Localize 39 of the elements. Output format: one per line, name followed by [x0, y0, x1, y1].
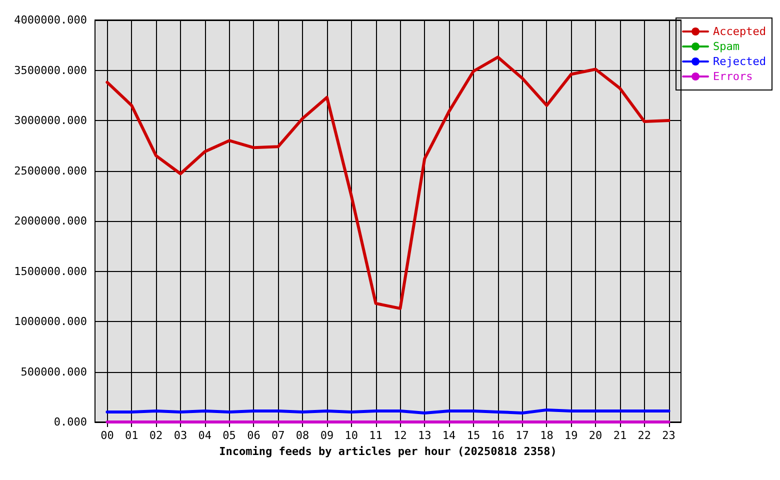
- x-tick-label: 03: [174, 429, 188, 442]
- x-tick-label: 16: [491, 429, 504, 442]
- x-tick-label: 20: [588, 429, 602, 442]
- legend-label: Accepted: [713, 25, 766, 38]
- x-tick-label: 02: [149, 429, 163, 442]
- x-axis-title: Incoming feeds by articles per hour (20250818 2358): [219, 445, 557, 458]
- x-tick-label: 06: [247, 429, 260, 442]
- x-tick-label: 07: [272, 429, 285, 442]
- y-tick-label: 500000.000: [20, 365, 87, 378]
- line-series: [106, 56, 670, 310]
- x-tick-label: 17: [516, 429, 529, 442]
- y-tick-label: 4000000.000: [14, 14, 87, 26]
- x-tick-label: 00: [100, 429, 114, 442]
- x-tick-label: 04: [198, 429, 212, 442]
- y-tick-label: 1500000.000: [14, 264, 87, 278]
- y-tick-label: 2000000.000: [14, 214, 87, 228]
- x-tick-label: 15: [466, 429, 480, 442]
- x-tick-label: 05: [222, 429, 236, 442]
- x-tick-label: 21: [613, 429, 627, 442]
- legend-label: Spam: [713, 40, 740, 53]
- x-tick-label: 01: [125, 429, 138, 442]
- x-tick-label: 23: [662, 429, 676, 442]
- x-tick-label: 13: [418, 429, 432, 442]
- y-tick-label: 1000000.000: [14, 315, 87, 328]
- y-tick-label: 3500000.000: [14, 64, 87, 77]
- y-tick-label: 0.000: [54, 416, 87, 428]
- x-tick-label: 14: [442, 429, 456, 442]
- x-tick-label: 12: [394, 429, 407, 442]
- legend-label: Errors: [713, 70, 753, 83]
- x-tick-label: 08: [296, 429, 310, 442]
- x-tick-label: 19: [564, 429, 578, 442]
- x-tick-label: 09: [320, 429, 334, 442]
- legend-label: Rejected: [713, 55, 766, 68]
- x-tick-label: 18: [540, 429, 554, 442]
- y-tick-label: 3000000.000: [14, 114, 87, 127]
- y-tick-label: 2500000.000: [14, 164, 87, 178]
- x-tick-label: 11: [369, 429, 382, 442]
- x-tick-label: 10: [344, 429, 358, 442]
- x-tick-label: 22: [638, 429, 651, 442]
